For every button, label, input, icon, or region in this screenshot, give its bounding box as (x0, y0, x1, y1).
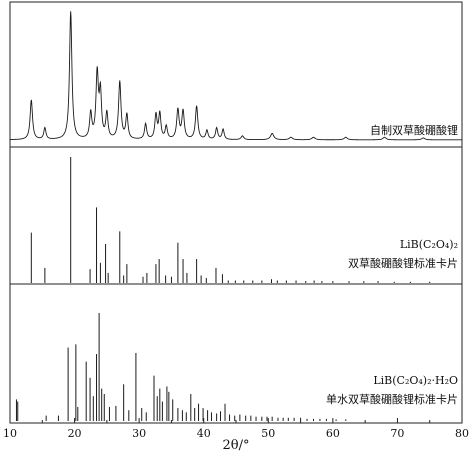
panel-label: 单水双草酸硼酸锂标准卡片 (326, 392, 458, 406)
panel-label: LiB(C₂O₄)₂ (400, 238, 458, 251)
panel-monohydrate-reference: LiB(C₂O₄)₂·H₂O 单水双草酸硼酸锂标准卡片 (15, 313, 458, 421)
xrd-profile-line (10, 11, 462, 141)
plot-frame (9, 1, 463, 424)
x-tick-label: 30 (132, 427, 146, 440)
x-tick-label: 80 (455, 427, 469, 440)
x-tick-label: 70 (390, 427, 404, 440)
x-tick-label: 20 (68, 427, 82, 440)
x-tick-label: 50 (261, 427, 275, 440)
panel-label: LiB(C₂O₄)₂·H₂O (373, 374, 458, 387)
panel-label: 自制双草酸硼酸锂 (370, 123, 458, 137)
x-axis-title: 2θ/° (223, 438, 250, 453)
x-tick-label: 10 (3, 427, 17, 440)
panel-anhydrous-reference: LiB(C₂O₄)₂ 双草酸硼酸锂标准卡片 (30, 157, 458, 283)
panel-label: 双草酸硼酸锂标准卡片 (348, 256, 458, 270)
panel-synthesized-pattern: 自制双草酸硼酸锂 (10, 11, 462, 141)
x-axis: 10 20 30 40 50 60 70 80 (3, 418, 469, 440)
x-tick-label: 40 (197, 427, 211, 440)
x-tick-label: 60 (326, 427, 340, 440)
